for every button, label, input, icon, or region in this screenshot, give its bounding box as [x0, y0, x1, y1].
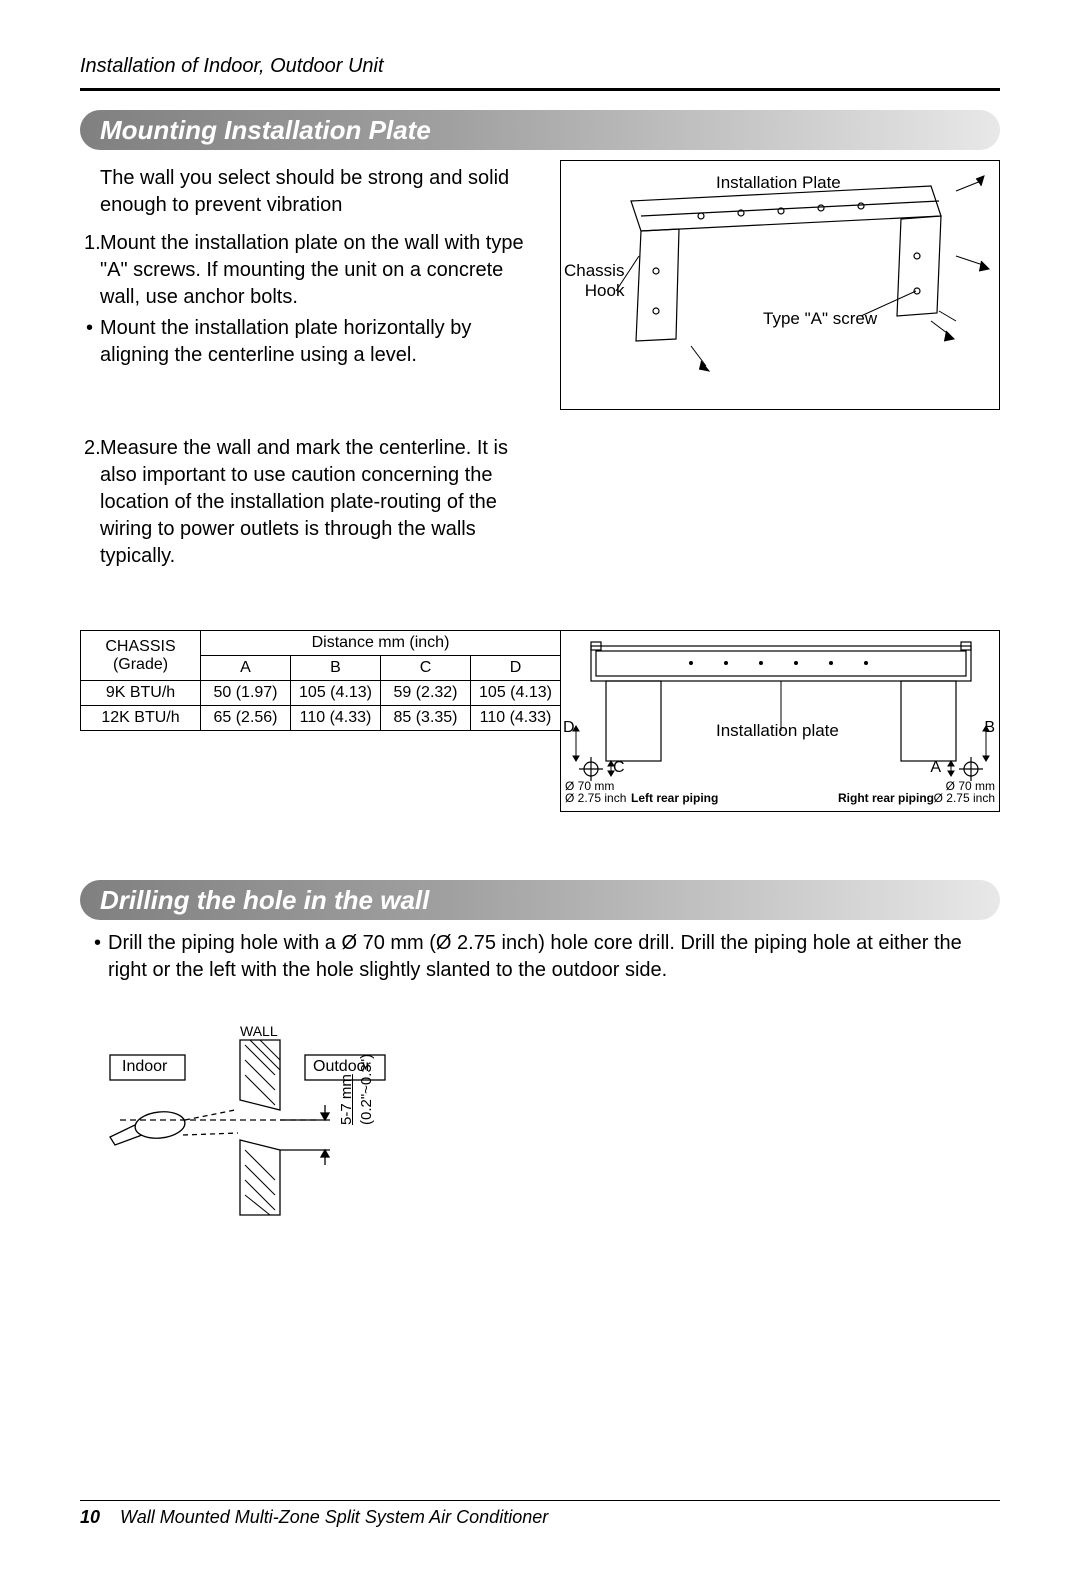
th-d: D	[471, 656, 561, 681]
label-installation-plate: Installation Plate	[716, 173, 841, 193]
drill-bullet: • Drill the piping hole with a Ø 70 mm (…	[108, 930, 988, 984]
label-indoor: Indoor	[122, 1058, 167, 1076]
distance-table: CHASSIS (Grade) Distance mm (inch) A B C…	[80, 630, 561, 731]
th-distance: Distance mm (inch)	[201, 631, 561, 656]
bullet-text: Mount the installation plate horizontall…	[100, 317, 471, 366]
step-2: 2. Measure the wall and mark the centerl…	[100, 435, 540, 570]
step-number: 2.	[84, 435, 101, 462]
plate-3d-svg	[561, 161, 1001, 411]
label-dia-right-in: Ø 2.75 inch	[934, 791, 995, 805]
label-dia-left-in: Ø 2.75 inch	[565, 791, 626, 805]
header-rule	[80, 88, 1000, 91]
page-header: Installation of Indoor, Outdoor Unit	[80, 55, 1000, 86]
step-number: 1.	[84, 230, 101, 257]
dim-c: C	[613, 759, 625, 777]
bullet-dot: •	[94, 930, 101, 957]
label-wall: WALL	[240, 1023, 278, 1039]
bullet-horizontal: • Mount the installation plate horizonta…	[100, 315, 540, 369]
label-installation-plate-2: Installation plate	[716, 721, 839, 741]
label-type-a-screw: Type "A" screw	[763, 309, 877, 329]
label-left-piping: Left rear piping	[631, 791, 718, 805]
figure-installation-plate-3d: Installation Plate Chassis Hook Type "A"…	[560, 160, 1000, 410]
dim-b: B	[984, 719, 995, 737]
dim-a: A	[930, 759, 941, 777]
step-text: Mount the installation plate on the wall…	[100, 232, 524, 308]
label-chassis-hook: Chassis Hook	[564, 261, 624, 301]
figure-installation-plate-front: Installation plate D C B A Ø 70 mm Ø 2.7…	[560, 630, 1000, 812]
bullet-text: Drill the piping hole with a Ø 70 mm (Ø …	[108, 932, 962, 981]
footer-title: Wall Mounted Multi-Zone Split System Air…	[120, 1507, 548, 1527]
th-b: B	[291, 656, 381, 681]
th-chassis: CHASSIS (Grade)	[81, 631, 201, 681]
th-c: C	[381, 656, 471, 681]
page-footer: 10 Wall Mounted Multi-Zone Split System …	[80, 1500, 1000, 1528]
dim-d: D	[563, 719, 575, 737]
label-right-piping: Right rear piping	[838, 791, 934, 805]
th-a: A	[201, 656, 291, 681]
table-row: 9K BTU/h 50 (1.97) 105 (4.13) 59 (2.32) …	[81, 681, 561, 706]
label-drop-mm: 5-7 mm	[338, 1074, 355, 1125]
section-title-drilling: Drilling the hole in the wall	[80, 880, 1000, 920]
figure-wall-hole: WALL Indoor Outdoor 5-7 mm (0.2"~0.3")	[100, 1025, 415, 1250]
step-1: 1. Mount the installation plate on the w…	[100, 230, 540, 311]
table-row: 12K BTU/h 65 (2.56) 110 (4.33) 85 (3.35)…	[81, 706, 561, 731]
section-title-mounting: Mounting Installation Plate	[80, 110, 1000, 150]
page-number: 10	[80, 1507, 100, 1527]
step-text: Measure the wall and mark the centerline…	[100, 437, 508, 567]
label-drop-in: (0.2"~0.3")	[358, 1054, 375, 1125]
intro-text: The wall you select should be strong and…	[100, 165, 540, 219]
bullet-dot: •	[86, 315, 93, 342]
